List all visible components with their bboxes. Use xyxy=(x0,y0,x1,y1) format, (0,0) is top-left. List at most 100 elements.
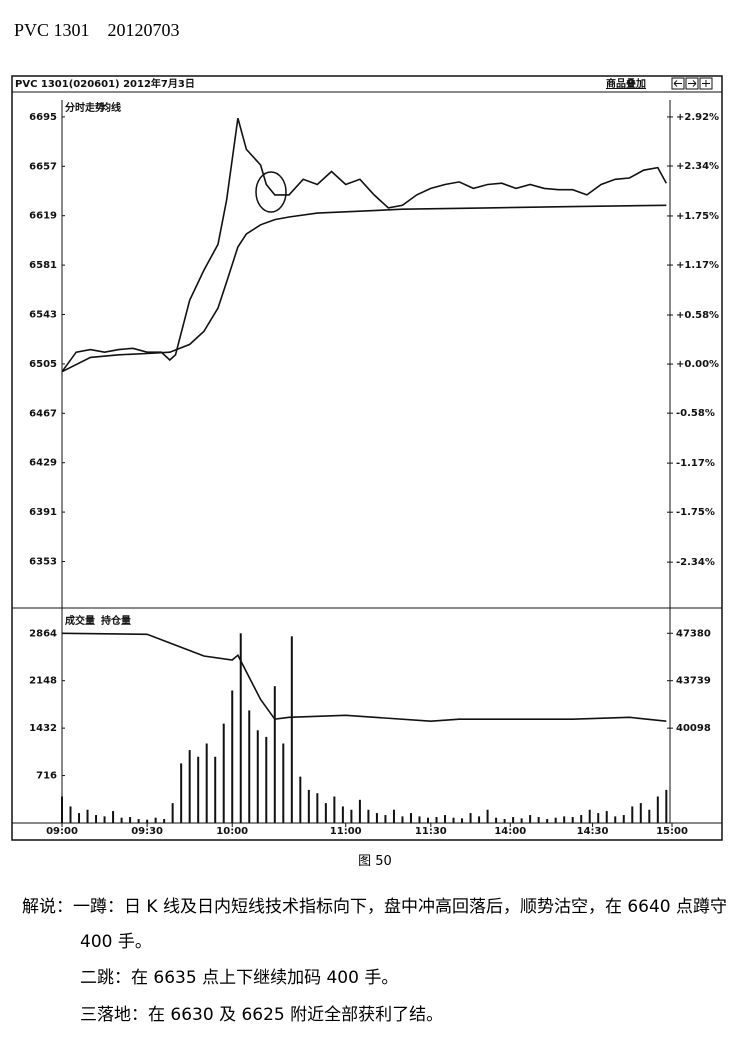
volume-bar xyxy=(469,813,472,823)
y2-tick-label: -0.58% xyxy=(676,408,715,419)
volume-bar xyxy=(409,813,412,823)
volume-bar xyxy=(307,789,310,823)
volume-bar xyxy=(605,811,608,823)
volume-bar xyxy=(375,813,378,823)
page-title: PVC 1301 20120703 xyxy=(14,20,180,40)
volume-bar xyxy=(461,818,464,823)
note: 二跳：在 6635 点上下继续加码 400 手。 xyxy=(80,968,399,988)
volume-bar xyxy=(478,816,481,823)
y2-tick-label: +2.92% xyxy=(676,112,719,123)
y-tick-label: 6429 xyxy=(29,458,57,469)
volume-bar xyxy=(188,750,191,823)
volume-bar xyxy=(171,803,174,823)
y-tick-label: 6505 xyxy=(29,359,57,370)
volume-bar xyxy=(486,809,489,823)
volume-bar xyxy=(435,817,438,823)
volume-bar xyxy=(614,816,617,823)
legend-label: 持仓量 xyxy=(101,614,131,627)
volume-bar xyxy=(512,817,515,823)
y2-tick-label: +0.00% xyxy=(676,359,719,370)
volume-bar xyxy=(231,690,234,823)
volume-bar xyxy=(316,793,319,823)
volume-bar xyxy=(495,817,498,823)
chart-frame xyxy=(11,75,723,841)
volume-bar xyxy=(180,763,183,823)
volume-bar xyxy=(384,815,387,823)
volume-bar xyxy=(656,796,659,823)
volume-bar xyxy=(61,796,63,823)
y-tick-label: 716 xyxy=(36,771,57,782)
volume-bar xyxy=(588,809,591,823)
volume-bar xyxy=(631,806,634,823)
x-tick-label: 15:00 xyxy=(656,826,688,837)
volume-bar xyxy=(103,816,106,823)
volume-bar xyxy=(350,809,353,823)
y2-tick-label: 43739 xyxy=(676,676,711,687)
volume-bar xyxy=(154,817,157,823)
overlay-button[interactable]: 商品叠加 xyxy=(606,77,646,90)
volume-bar xyxy=(520,818,523,823)
volume-bar xyxy=(639,803,642,823)
y2-tick-label: +1.75% xyxy=(676,211,719,222)
figure-caption: 图 50 xyxy=(358,854,392,869)
y-tick-label: 6543 xyxy=(29,310,57,321)
chart: PVC 1301(020601) 2012年7月3日 商品叠加 6695 6657… xyxy=(11,75,723,841)
y2-tick-label: -1.75% xyxy=(676,507,715,518)
legend-label: 成交量 xyxy=(65,614,95,627)
y2-tick-label: -2.34% xyxy=(676,557,715,568)
y-tick-label: 6695 xyxy=(29,112,57,123)
x-tick-label: 14:00 xyxy=(494,826,526,837)
volume-bar xyxy=(571,817,574,823)
volume-bar xyxy=(427,817,429,823)
volume-bar xyxy=(273,686,276,823)
volume-bar xyxy=(367,809,370,823)
y-tick-label: 6657 xyxy=(29,161,57,172)
legend-label: 均线 xyxy=(101,101,121,114)
window-buttons[interactable] xyxy=(671,77,713,90)
volume-bar xyxy=(222,723,225,823)
note: 解说：一蹲：日 K 线及日内短线技术指标向下，盘中冲高回落后，顺势沽空，在 66… xyxy=(22,897,728,952)
volume-bar xyxy=(563,816,566,823)
note: 三落地：在 6630 及 6625 附近全部获利了结。 xyxy=(80,1005,444,1025)
volume-bar xyxy=(546,819,549,823)
volume-bar xyxy=(112,811,115,823)
explanation: 解说：一蹲：日 K 线及日内短线技术指标向下，盘中冲高回落后，顺势沽空，在 66… xyxy=(22,890,732,1034)
highlight-circle xyxy=(255,171,287,213)
volume-bar xyxy=(537,817,540,823)
volume-bar xyxy=(137,819,140,823)
y-tick-label: 6619 xyxy=(29,211,57,222)
volume-bar xyxy=(248,710,251,823)
x-tick-label: 09:30 xyxy=(131,826,163,837)
series-line xyxy=(61,117,668,373)
x-tick-label: 14:30 xyxy=(577,826,609,837)
volume-bar xyxy=(358,799,361,823)
volume-bar xyxy=(239,633,242,823)
volume-bar xyxy=(418,816,421,823)
volume-bar xyxy=(622,815,625,823)
y2-tick-label: +0.58% xyxy=(676,310,719,321)
volume-bar xyxy=(580,815,583,823)
volume-bar xyxy=(665,789,668,823)
y2-tick-label: +2.34% xyxy=(676,161,719,172)
y2-tick-label: 40098 xyxy=(676,723,711,734)
volume-bar xyxy=(214,756,217,823)
x-tick-label: 11:30 xyxy=(415,826,447,837)
volume-bar xyxy=(129,817,132,823)
x-tick-label: 11:00 xyxy=(330,826,362,837)
y2-tick-label: 47380 xyxy=(676,628,711,639)
volume-bar xyxy=(554,817,557,823)
volume-bar xyxy=(444,815,447,823)
y-tick-label: 2148 xyxy=(29,676,57,687)
volume-bar xyxy=(69,806,72,823)
volume-bar xyxy=(146,819,149,823)
volume-bar xyxy=(529,815,532,823)
x-tick-label: 09:00 xyxy=(46,826,78,837)
volume-bar xyxy=(205,743,208,823)
volume-bar xyxy=(290,636,293,823)
volume-bar xyxy=(163,819,166,823)
y-tick-label: 6353 xyxy=(29,557,57,568)
y-tick-label: 2864 xyxy=(29,628,57,639)
volume-bar xyxy=(452,817,455,823)
volume-bar xyxy=(503,819,506,823)
volume-bar xyxy=(256,730,259,823)
